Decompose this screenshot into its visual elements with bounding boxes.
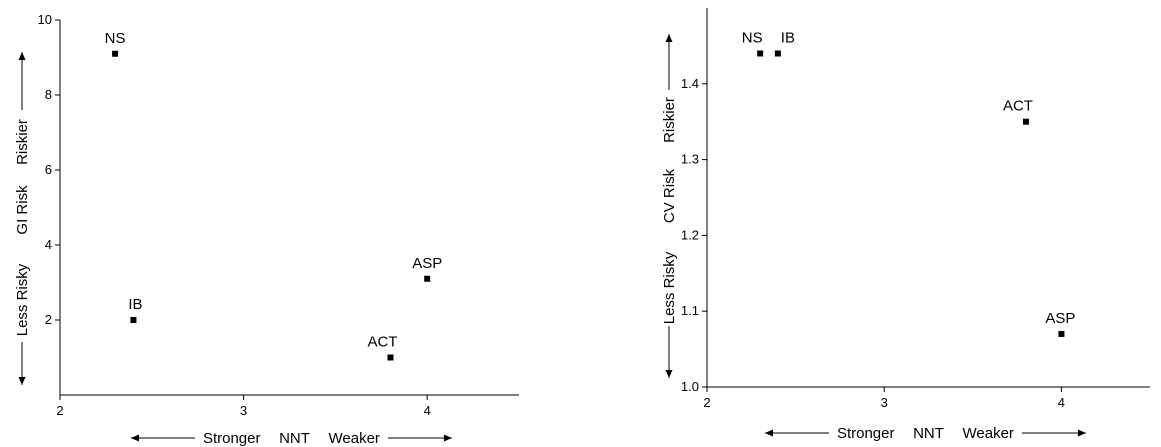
- point-ib: [130, 317, 137, 323]
- x-axis-label-center: NNT: [913, 425, 944, 442]
- right-arrow-head: [443, 434, 452, 442]
- x-axis-label-left: Stronger: [203, 430, 261, 447]
- point-label-ib: IB: [128, 296, 142, 313]
- y-axis-label: Riskier GI Risk Less Risky: [14, 52, 31, 385]
- point-label-ib: IB: [781, 29, 795, 46]
- up-arrow-head: [665, 34, 673, 42]
- y-axis-label: Riskier CV Risk Less Risky: [661, 34, 678, 378]
- point-label-ns: NS: [105, 30, 126, 47]
- point-ns: [112, 50, 119, 57]
- x-axis-label-center: NNT: [279, 430, 310, 447]
- down-arrow-head: [665, 370, 673, 378]
- y-tick-label: 1.4: [681, 76, 699, 91]
- x-tick-label: 4: [1058, 395, 1065, 410]
- y-tick-label: 1.2: [681, 227, 699, 242]
- point-ib: [774, 50, 781, 57]
- point-act: [1022, 118, 1029, 125]
- chart-2: 1.0 1.1 1.2 1.3 1.4 2 3 4 NS IB ACT ASP NNT Stronger W…: [661, 8, 1150, 442]
- y-tick-label: 1.1: [681, 303, 699, 318]
- y-tick-label: 4: [45, 237, 52, 252]
- point-label-act: ACT: [367, 334, 397, 351]
- x-tick-label: 2: [703, 395, 710, 410]
- point-act: [387, 354, 394, 361]
- y-axis-label-high: Riskier: [661, 97, 678, 143]
- point-label-asp: ASP: [1045, 310, 1075, 327]
- y-axis-label-low: Less Risky: [14, 263, 31, 336]
- right-arrow-head: [1077, 429, 1086, 437]
- point-ns: [757, 50, 764, 57]
- y-tick-label: 8: [45, 87, 52, 102]
- point-label-ns: NS: [742, 29, 763, 46]
- point-label-asp: ASP: [412, 255, 442, 272]
- left-arrow-head: [764, 429, 773, 437]
- y-axis-label-center: CV Risk: [661, 168, 678, 223]
- x-tick-label: 4: [424, 403, 431, 418]
- x-axis-label: NNT Stronger Weaker: [764, 425, 1086, 442]
- left-arrow-head: [130, 434, 139, 442]
- down-arrow-head: [18, 377, 26, 385]
- y-tick-label: 2: [45, 312, 52, 327]
- point-asp: [424, 275, 431, 282]
- x-tick-label: 3: [881, 395, 888, 410]
- y-tick-label: 1.0: [681, 379, 699, 394]
- y-axis-label-center: GI Risk: [14, 185, 31, 235]
- point-label-act: ACT: [1003, 98, 1033, 115]
- x-axis-label: NNT Stronger Weaker: [130, 430, 452, 447]
- y-tick-label: 10: [38, 12, 52, 27]
- y-axis-label-low: Less Risky: [661, 251, 678, 324]
- y-axis-label-high: Riskier: [14, 119, 31, 165]
- x-axis-label-right: Weaker: [329, 430, 380, 447]
- x-axis-label-right: Weaker: [963, 425, 1014, 442]
- x-tick-label: 3: [240, 403, 247, 418]
- point-asp: [1058, 330, 1065, 337]
- x-tick-label: 2: [56, 403, 63, 418]
- x-axis-label-left: Stronger: [837, 425, 895, 442]
- up-arrow-head: [18, 52, 26, 60]
- y-tick-label: 6: [45, 162, 52, 177]
- y-tick-label: 1.3: [681, 152, 699, 167]
- chart-1: 2 4 6 8 10 2 3 4 NS IB ASP ACT NNT Stronger Weaker Risk…: [14, 12, 519, 447]
